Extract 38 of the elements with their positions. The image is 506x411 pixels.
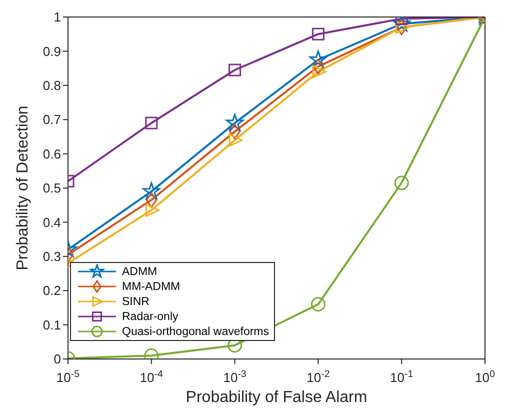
y-tick-label: 0.6 [42, 146, 61, 162]
x-tick-label: 10$^{-3}$ [223, 368, 246, 385]
point [229, 124, 240, 140]
x-tick-label: 10$^{-4}$ [140, 368, 164, 385]
y-tick-label: 0.8 [42, 78, 61, 94]
point [228, 134, 243, 147]
point [312, 65, 326, 78]
point [394, 176, 409, 190]
point [145, 204, 160, 217]
point [146, 192, 158, 208]
legend-label: SINR [122, 296, 150, 308]
legend-label: MM-ADMM [122, 280, 180, 292]
point [228, 64, 242, 76]
y-tick-label: 0.2 [42, 283, 61, 298]
y-axis-title: Probability of Detection [14, 106, 32, 270]
y-tick-label: 0.9 [42, 44, 61, 59]
y-tick-label: 0.4 [42, 214, 61, 230]
x-tick-label: 10$^{-1}$ [390, 368, 414, 385]
point [312, 28, 324, 40]
point [142, 182, 160, 200]
y-tick-label: 0.5 [42, 180, 61, 196]
x-tick-label: 10$^{0}$ [475, 368, 496, 385]
legend-label: Quasi-orthogonal waveforms [122, 326, 270, 338]
point [226, 114, 244, 131]
y-tick-label: 0 [54, 352, 61, 367]
y-tick-label: 0.1 [42, 317, 61, 332]
point [145, 116, 158, 130]
y-tick-label: 1 [54, 10, 61, 25]
legend-label: Radar-only [122, 310, 178, 322]
x-tick-label: 10$^{-2}$ [306, 368, 330, 385]
y-tick-label: 0.7 [42, 112, 61, 128]
y-tick-label: 0.3 [42, 249, 61, 264]
legend-label: ADMM [122, 266, 158, 278]
point [310, 297, 326, 312]
point [392, 17, 410, 32]
x-tick-label: 10$^{-5}$ [56, 368, 80, 385]
x-axis-title: Probability of False Alarm [186, 389, 368, 406]
point [309, 50, 327, 68]
